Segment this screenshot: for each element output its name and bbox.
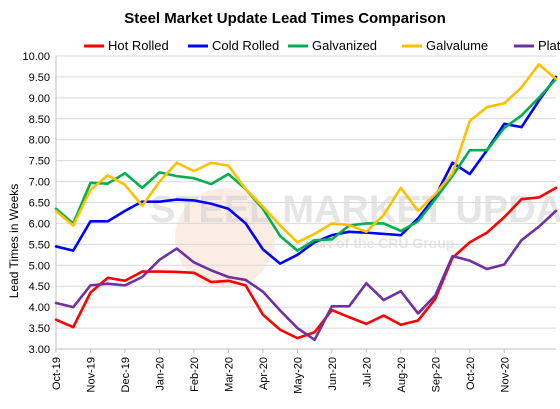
legend: Hot Rolled Cold Rolled Galvanized Galvalume… xyxy=(84,38,560,53)
y-tick-label: 8.00 xyxy=(29,135,50,147)
y-tick-label: 5.50 xyxy=(29,239,50,251)
legend-label-cold-rolled: Cold Rolled xyxy=(212,38,279,53)
chart-title: Steel Market Update Lead Times Compariso… xyxy=(124,10,445,27)
y-tick-label: 5.00 xyxy=(29,260,50,272)
y-tick-label: 9.50 xyxy=(29,72,50,84)
x-axis-ticks: Oct-19 Nov-19 Dec-19 Jan-20 Feb-20 Mar-20 Apr-… xyxy=(51,349,511,394)
watermark-line2: Part of the CRU Group xyxy=(305,235,454,251)
series-line-galvalume xyxy=(54,63,558,244)
x-tick-label: Apr-20 xyxy=(258,357,270,390)
y-tick-label: 9.00 xyxy=(29,93,50,105)
x-tick-label: Jan-20 xyxy=(154,357,166,391)
x-tick-label: Dec-19 xyxy=(120,357,132,392)
x-tick-label: Nov-20 xyxy=(499,357,511,392)
watermark: STEEL MARKET UPDATE Part of the CRU Grou… xyxy=(150,188,560,288)
legend-label-galvanized: Galvanized xyxy=(312,38,377,53)
grid xyxy=(55,55,556,350)
series-line-galvanized xyxy=(54,77,558,252)
y-tick-label: 6.00 xyxy=(29,218,50,230)
x-tick-label: Nov-19 xyxy=(85,357,97,392)
y-axis-title: Lead Times in Weeks xyxy=(7,184,21,299)
y-axis-ticks: 3.00 3.50 4.00 4.50 5.00 5.50 6.00 6.50 7.00 7.50… xyxy=(22,51,50,356)
y-tick-label: 3.00 xyxy=(29,344,50,356)
y-tick-label: 4.50 xyxy=(29,281,50,293)
y-tick-label: 6.50 xyxy=(29,198,50,210)
series-layer xyxy=(54,63,558,342)
y-tick-label: 4.00 xyxy=(29,302,50,314)
x-tick-label: Aug-20 xyxy=(396,357,408,392)
x-tick-label: May-20 xyxy=(292,357,304,394)
y-tick-label: 7.50 xyxy=(29,156,50,168)
y-tick-label: 10.00 xyxy=(22,51,50,63)
y-tick-label: 3.50 xyxy=(29,323,50,335)
x-tick-label: Jun-20 xyxy=(327,357,339,391)
y-tick-label: 8.50 xyxy=(29,114,50,126)
x-tick-label: Oct-19 xyxy=(51,357,63,390)
legend-label-hot-rolled: Hot Rolled xyxy=(108,38,169,53)
watermark-logo xyxy=(175,188,275,288)
x-tick-label: Sep-20 xyxy=(430,357,442,392)
y-tick-label: 7.00 xyxy=(29,177,50,189)
legend-label-galvalume: Galvalume xyxy=(426,38,488,53)
legend-label-plate: Plate xyxy=(538,38,560,53)
x-tick-label: Mar-20 xyxy=(223,357,235,392)
x-tick-label: Feb-20 xyxy=(189,357,201,392)
series-line-plate xyxy=(54,209,558,342)
x-tick-label: Jul-20 xyxy=(361,357,373,387)
x-tick-label: Oct-20 xyxy=(465,357,477,390)
